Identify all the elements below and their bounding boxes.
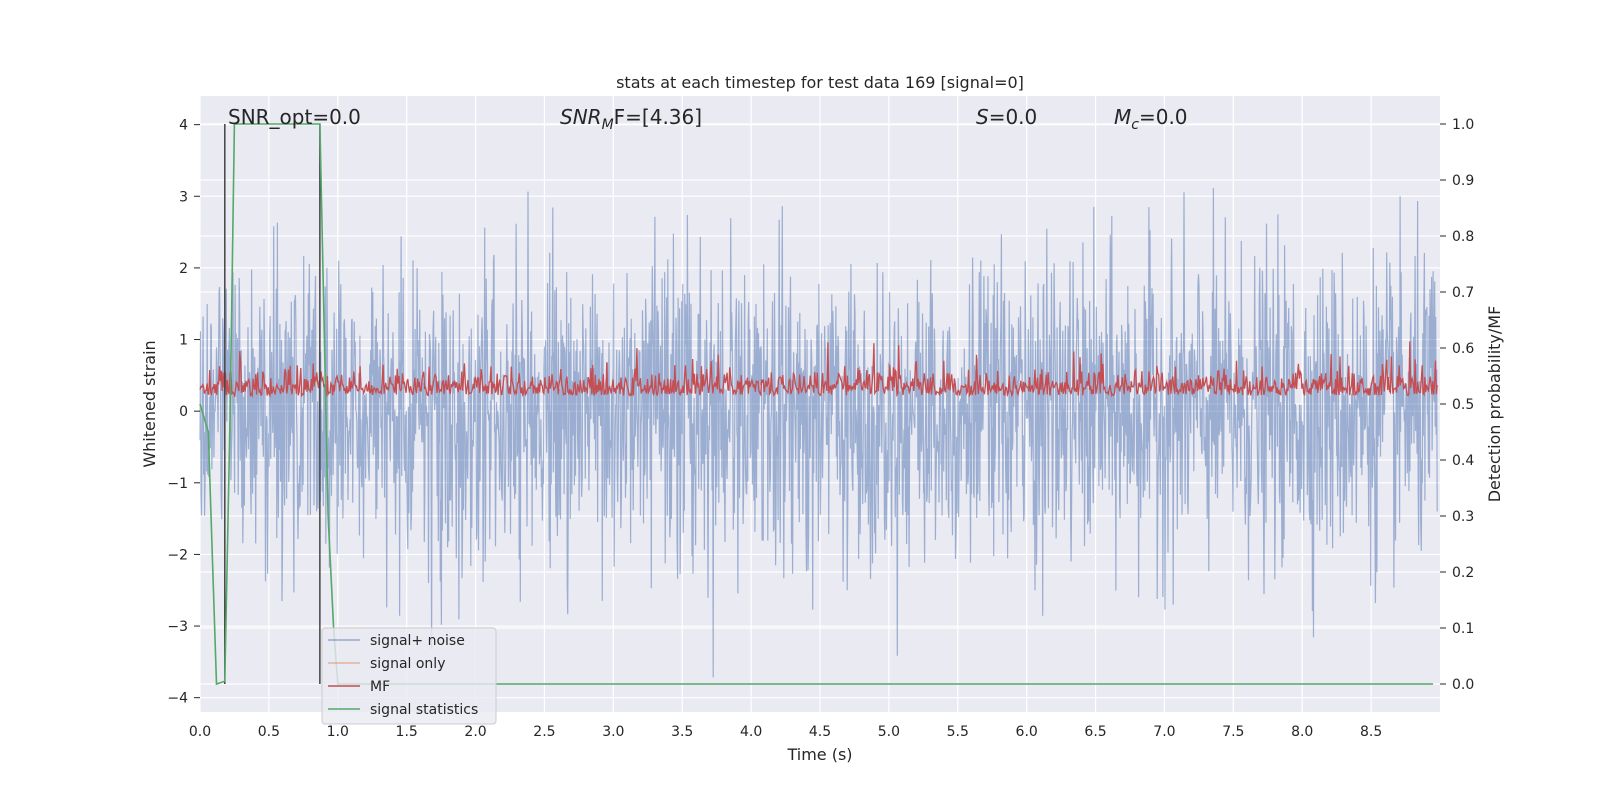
annotation-mc-rest: =0.0 — [1139, 105, 1188, 129]
x-tick-label: 5.5 — [947, 724, 969, 740]
x-tick-label: 0.5 — [258, 724, 280, 740]
y-tick-label: −1 — [167, 476, 188, 492]
annotation-snr-mf-rest: F=[4.36] — [614, 105, 702, 129]
annotation-mc-main: M — [1114, 105, 1131, 129]
y2-tick-label: 0.8 — [1452, 229, 1474, 245]
annotation-snr-mf: SNRMF=[4.36] — [560, 105, 702, 133]
y2-tick-label: 0.3 — [1452, 509, 1474, 525]
x-tick-label: 1.5 — [396, 724, 418, 740]
x-tick-label: 4.0 — [740, 724, 762, 740]
legend-label-signal-statistics: signal statistics — [370, 702, 478, 718]
y2-axis-ticks: 1.0 0.9 0.8 0.7 0.6 0.5 0.4 0.3 0.2 0.1 0.0 — [1440, 117, 1474, 693]
x-tick-label: 8.5 — [1360, 724, 1382, 740]
y-tick-label: −3 — [167, 619, 188, 635]
signal-noise-line — [199, 187, 1438, 678]
x-tick-label: 6.5 — [1084, 724, 1106, 740]
x-axis-ticks: 0.0 0.5 1.0 1.5 2.0 2.5 3.0 3.5 4.0 4.5 5.0 5.5 6.0 6… — [189, 724, 1382, 740]
y2-tick-label: 0.9 — [1452, 173, 1474, 189]
mf-line — [199, 341, 1438, 399]
signal-statistics-line — [199, 123, 1434, 686]
annotation-mc: Mc=0.0 — [1114, 105, 1188, 133]
vertical-markers — [224, 124, 321, 684]
x-tick-label: 2.5 — [533, 724, 555, 740]
legend-label-signal-noise: signal+ noise — [370, 633, 465, 649]
x-tick-label: 1.0 — [327, 724, 349, 740]
x-tick-label: 8.0 — [1291, 724, 1313, 740]
x-tick-label: 5.0 — [878, 724, 900, 740]
y-tick-label: 1 — [179, 333, 188, 349]
legend: signal+ noise signal only MF signal stat… — [321, 627, 497, 725]
annotation-snr-mf-main: SNR — [560, 105, 602, 129]
x-tick-label: 4.5 — [809, 724, 831, 740]
legend-box — [321, 627, 497, 725]
annotation-s-rest: =0.0 — [989, 105, 1038, 129]
y-tick-label: 4 — [179, 118, 188, 134]
signal-noise-series — [199, 187, 1438, 678]
x-tick-label: 3.0 — [602, 724, 624, 740]
y2-tick-label: 1.0 — [1452, 117, 1474, 133]
y2-axis-label: Detection probability/MF — [1485, 306, 1504, 503]
y-tick-label: −4 — [167, 691, 188, 707]
legend-label-signal-only: signal only — [370, 656, 445, 672]
y2-tick-label: 0.0 — [1452, 677, 1474, 693]
annotation-snr-mf-sub: M — [602, 117, 614, 133]
y-tick-label: 2 — [179, 261, 188, 277]
chart-title: stats at each timestep for test data 169… — [616, 73, 1024, 92]
annotation-s-main: S — [976, 105, 989, 129]
y-tick-label: −2 — [167, 547, 188, 563]
y2-tick-label: 0.1 — [1452, 621, 1474, 637]
y-tick-label: 3 — [179, 189, 188, 205]
x-tick-label: 6.0 — [1016, 724, 1038, 740]
x-tick-label: 0.0 — [189, 724, 211, 740]
annotation-s: S=0.0 — [976, 105, 1037, 129]
annotation-snr-opt: SNR_opt=0.0 — [228, 105, 361, 129]
annotation-mc-sub: c — [1131, 117, 1139, 133]
y-axis-ticks: 4 3 2 1 0 −1 −2 −3 −4 — [167, 118, 200, 707]
y2-tick-label: 0.6 — [1452, 341, 1474, 357]
legend-label-mf: MF — [370, 679, 390, 695]
signal-statistics-series — [199, 123, 1434, 686]
x-tick-label: 2.0 — [464, 724, 486, 740]
y-tick-label: 0 — [179, 404, 188, 420]
x-axis-label: Time (s) — [786, 745, 852, 764]
y2-tick-label: 0.4 — [1452, 453, 1474, 469]
y2-tick-label: 0.2 — [1452, 565, 1474, 581]
mf-series — [199, 341, 1438, 399]
x-tick-label: 3.5 — [671, 724, 693, 740]
y2-tick-label: 0.5 — [1452, 397, 1474, 413]
x-tick-label: 7.0 — [1153, 724, 1175, 740]
x-tick-label: 7.5 — [1222, 724, 1244, 740]
y-axis-label: Whitened strain — [140, 340, 159, 467]
y2-tick-label: 0.7 — [1452, 285, 1474, 301]
